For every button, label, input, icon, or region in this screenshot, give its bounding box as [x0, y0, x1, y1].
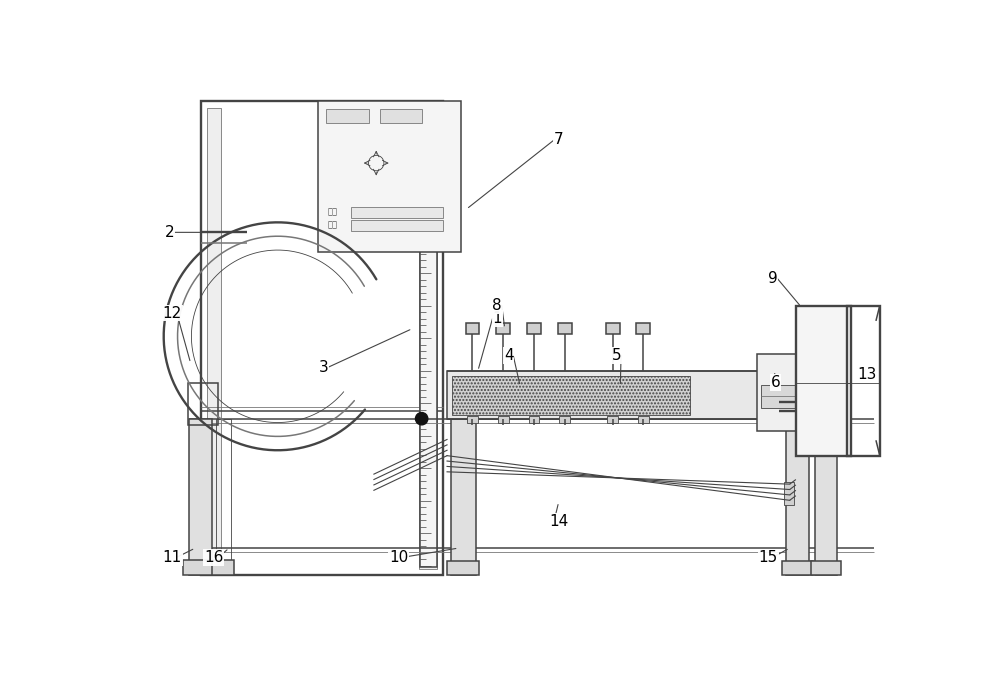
Bar [796, 306, 851, 456]
Bar [351, 207, 443, 218]
Bar [447, 371, 801, 419]
Bar [638, 416, 649, 423]
Text: 8: 8 [492, 298, 502, 313]
Bar [757, 354, 805, 431]
Text: 4: 4 [504, 348, 513, 363]
Text: 15: 15 [759, 550, 778, 565]
Bar [496, 323, 510, 334]
Bar [212, 560, 234, 575]
Bar [188, 382, 218, 425]
Text: 10: 10 [389, 550, 408, 565]
Text: 11: 11 [163, 550, 182, 565]
Bar [467, 416, 478, 423]
Bar [447, 561, 479, 575]
Text: 6: 6 [771, 375, 781, 390]
Bar [811, 561, 841, 575]
Text: 温度: 温度 [328, 220, 338, 229]
Bar [558, 323, 572, 334]
Text: 7: 7 [554, 132, 564, 147]
Text: 3: 3 [319, 360, 329, 375]
Bar [207, 108, 221, 569]
Text: 12: 12 [163, 306, 182, 321]
Bar [419, 108, 437, 569]
Bar [527, 323, 541, 334]
Bar [606, 323, 620, 334]
Bar [183, 560, 215, 575]
Bar [452, 376, 690, 415]
Bar [559, 416, 570, 423]
Bar [782, 561, 813, 575]
Bar [607, 416, 618, 423]
Bar [189, 419, 212, 575]
Circle shape [415, 412, 428, 425]
Bar [529, 416, 539, 423]
Text: 时间: 时间 [328, 207, 338, 216]
Bar [815, 419, 837, 575]
Text: 5: 5 [612, 348, 621, 363]
Bar [380, 109, 422, 123]
Text: 14: 14 [549, 514, 568, 529]
Text: 1: 1 [492, 311, 502, 326]
Bar [847, 306, 880, 456]
Bar [786, 419, 809, 575]
Bar [201, 101, 443, 575]
Bar [761, 385, 801, 408]
Bar [420, 109, 437, 567]
Bar [318, 101, 461, 251]
Bar [498, 416, 509, 423]
Bar [326, 109, 369, 123]
Text: 9: 9 [768, 271, 778, 286]
Text: 13: 13 [857, 367, 876, 382]
Text: 2: 2 [165, 225, 175, 240]
Text: 16: 16 [204, 550, 223, 565]
Bar [451, 419, 476, 575]
Bar [636, 323, 650, 334]
Bar [784, 482, 794, 505]
Bar [466, 323, 479, 334]
Bar [216, 419, 231, 575]
Bar [351, 220, 443, 231]
